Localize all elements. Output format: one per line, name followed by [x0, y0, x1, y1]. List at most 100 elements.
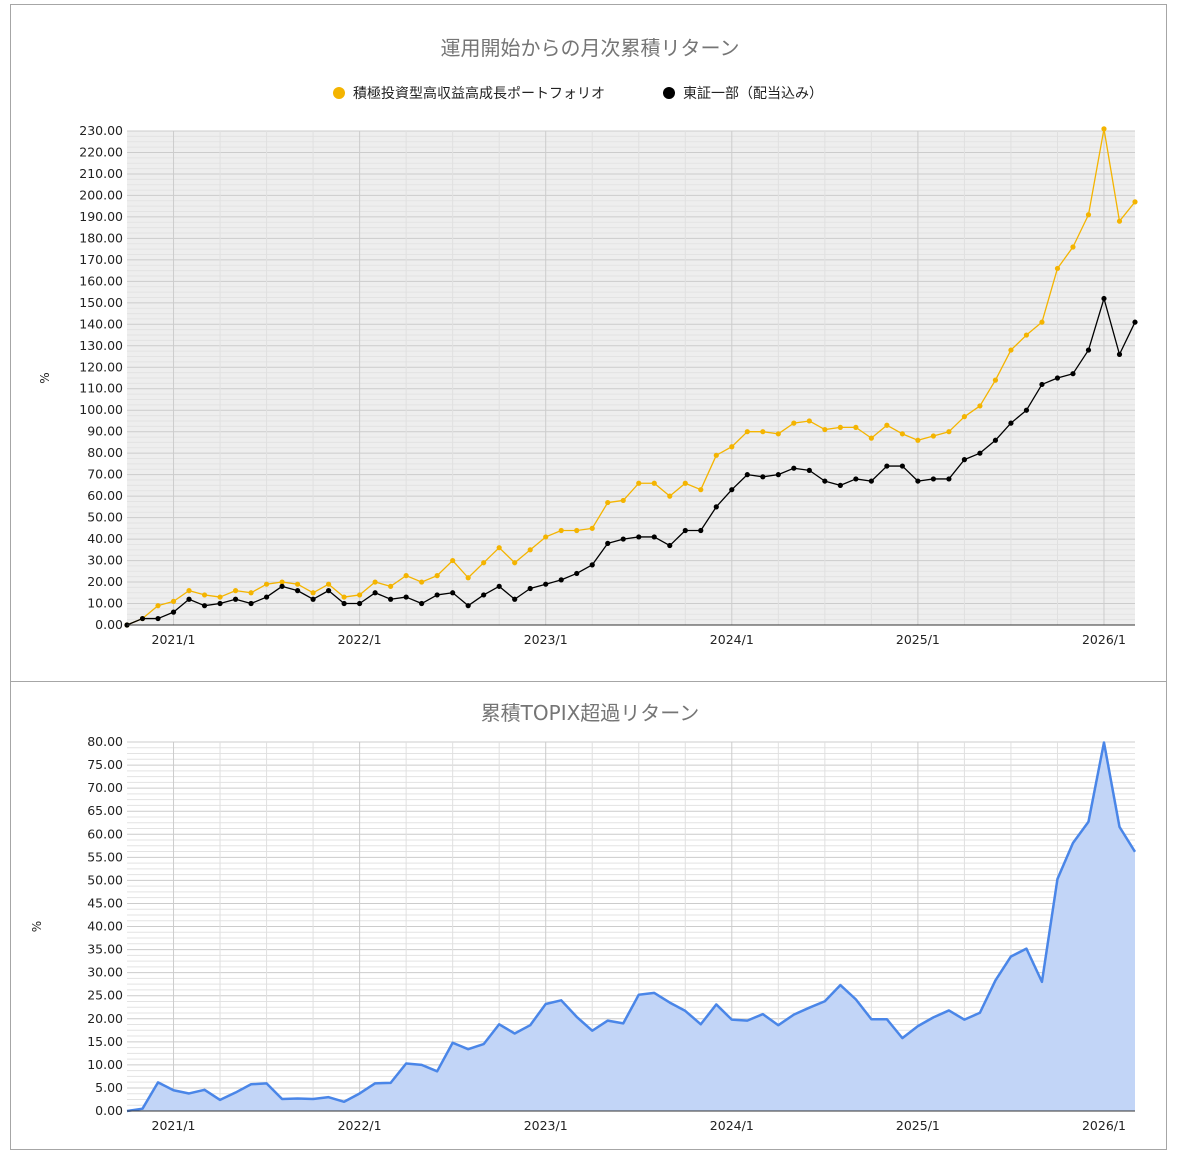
data-point[interactable] — [357, 600, 363, 607]
data-point[interactable] — [543, 534, 549, 540]
data-point[interactable] — [341, 600, 347, 607]
data-point[interactable] — [837, 482, 843, 488]
data-point[interactable] — [310, 596, 316, 602]
data-point[interactable] — [558, 577, 564, 583]
data-point[interactable] — [899, 431, 905, 437]
data-point[interactable] — [1101, 295, 1107, 302]
data-point[interactable] — [868, 478, 874, 484]
data-point[interactable] — [434, 592, 440, 598]
data-point[interactable] — [667, 542, 673, 549]
data-point[interactable] — [574, 570, 580, 577]
data-point[interactable] — [636, 480, 642, 486]
data-point[interactable] — [248, 600, 254, 607]
data-point[interactable] — [667, 493, 673, 499]
data-point[interactable] — [372, 579, 378, 585]
data-point[interactable] — [992, 437, 999, 443]
data-point[interactable] — [791, 420, 797, 426]
data-point[interactable] — [636, 534, 642, 540]
data-point[interactable] — [263, 581, 270, 587]
data-point[interactable] — [1116, 218, 1123, 224]
data-point[interactable] — [1039, 381, 1045, 388]
data-point[interactable] — [806, 418, 812, 424]
data-point[interactable] — [1085, 347, 1092, 353]
data-point[interactable] — [496, 545, 502, 551]
data-point[interactable] — [713, 452, 719, 458]
data-point[interactable] — [760, 429, 766, 435]
data-point[interactable] — [310, 590, 316, 596]
data-point[interactable] — [465, 575, 471, 581]
data-point[interactable] — [899, 463, 905, 469]
data-point[interactable] — [589, 562, 595, 568]
data-point[interactable] — [682, 480, 688, 486]
data-point[interactable] — [775, 472, 781, 478]
data-point[interactable] — [357, 592, 363, 598]
data-point[interactable] — [868, 435, 874, 441]
data-point[interactable] — [884, 422, 890, 428]
data-point[interactable] — [1101, 126, 1107, 132]
data-point[interactable] — [279, 579, 285, 585]
data-point[interactable] — [403, 573, 409, 579]
data-point[interactable] — [170, 609, 177, 615]
data-point[interactable] — [1054, 265, 1061, 272]
data-point[interactable] — [961, 457, 968, 463]
data-point[interactable] — [248, 590, 254, 596]
data-point[interactable] — [372, 590, 378, 596]
data-point[interactable] — [1023, 407, 1030, 413]
data-point[interactable] — [326, 581, 332, 587]
data-point[interactable] — [713, 504, 719, 510]
data-point[interactable] — [1039, 319, 1045, 325]
data-point[interactable] — [450, 557, 456, 564]
data-point[interactable] — [481, 592, 487, 598]
data-point[interactable] — [946, 476, 952, 482]
data-point[interactable] — [806, 467, 812, 473]
data-point[interactable] — [341, 594, 347, 600]
data-point[interactable] — [403, 594, 409, 600]
data-point[interactable] — [729, 444, 735, 450]
data-point[interactable] — [388, 596, 394, 602]
legend-item[interactable]: 東証一部（配当込み） — [663, 86, 823, 102]
data-point[interactable] — [884, 463, 890, 469]
data-point[interactable] — [263, 594, 270, 600]
data-point[interactable] — [527, 585, 533, 592]
data-point[interactable] — [853, 424, 859, 430]
data-point[interactable] — [232, 596, 239, 602]
data-point[interactable] — [232, 588, 239, 594]
data-point[interactable] — [1070, 244, 1076, 250]
data-point[interactable] — [1054, 375, 1061, 381]
data-point[interactable] — [1023, 332, 1030, 338]
data-point[interactable] — [279, 583, 285, 589]
data-point[interactable] — [837, 424, 843, 430]
data-point[interactable] — [791, 465, 797, 471]
data-point[interactable] — [217, 594, 223, 600]
data-point[interactable] — [744, 472, 750, 478]
data-point[interactable] — [930, 476, 937, 482]
data-point[interactable] — [651, 480, 657, 486]
data-point[interactable] — [915, 478, 921, 484]
data-point[interactable] — [853, 476, 859, 482]
data-point[interactable] — [605, 540, 611, 546]
data-point[interactable] — [201, 603, 208, 609]
data-point[interactable] — [388, 583, 394, 589]
data-point[interactable] — [760, 474, 766, 480]
data-point[interactable] — [930, 433, 937, 439]
data-point[interactable] — [434, 573, 440, 579]
data-point[interactable] — [744, 429, 750, 435]
data-point[interactable] — [946, 429, 952, 435]
data-point[interactable] — [465, 603, 471, 609]
data-point[interactable] — [1085, 212, 1092, 218]
data-point[interactable] — [481, 560, 487, 566]
data-point[interactable] — [186, 596, 192, 602]
data-point[interactable] — [450, 590, 456, 596]
legend-item[interactable]: 積極投資型高収益高成長ポートフォリオ — [333, 85, 605, 102]
data-point[interactable] — [217, 600, 223, 607]
data-point[interactable] — [170, 598, 177, 604]
data-point[interactable] — [527, 547, 533, 553]
data-point[interactable] — [512, 596, 518, 602]
data-point[interactable] — [620, 536, 626, 542]
data-point[interactable] — [139, 615, 146, 622]
data-point[interactable] — [729, 487, 735, 493]
data-point[interactable] — [543, 581, 549, 587]
data-point[interactable] — [822, 478, 828, 484]
data-point[interactable] — [1070, 371, 1076, 377]
data-point[interactable] — [419, 579, 425, 585]
